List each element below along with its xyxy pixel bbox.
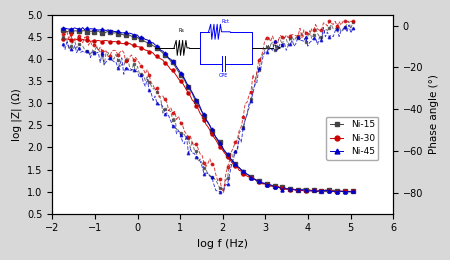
X-axis label: log f (Hz): log f (Hz): [197, 239, 248, 249]
Y-axis label: log |Z| (Ω): log |Z| (Ω): [11, 88, 22, 141]
Y-axis label: Phase angle (°): Phase angle (°): [429, 74, 439, 154]
Legend: Ni-15, Ni-30, Ni-45: Ni-15, Ni-30, Ni-45: [326, 116, 378, 160]
